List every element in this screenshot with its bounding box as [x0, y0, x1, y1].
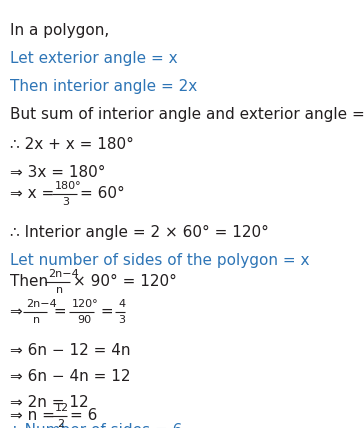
- Text: =: =: [96, 304, 118, 319]
- Text: But sum of interior angle and exterior angle = 180°: But sum of interior angle and exterior a…: [10, 107, 364, 122]
- Text: ⇒ 6n − 12 = 4n: ⇒ 6n − 12 = 4n: [10, 343, 131, 358]
- Text: Then interior angle = 2x: Then interior angle = 2x: [10, 79, 197, 94]
- Text: 3: 3: [62, 197, 70, 207]
- Text: = 6: = 6: [70, 408, 97, 423]
- Text: ⇒: ⇒: [10, 304, 28, 319]
- Text: 180°: 180°: [55, 181, 82, 191]
- Text: ⇒ n =: ⇒ n =: [10, 408, 60, 423]
- Text: n: n: [33, 315, 40, 325]
- Text: ⇒ x =: ⇒ x =: [10, 186, 59, 201]
- Text: In a polygon,: In a polygon,: [10, 23, 109, 38]
- Text: ∴ 2x + x = 180°: ∴ 2x + x = 180°: [10, 137, 134, 152]
- Text: 3: 3: [118, 315, 125, 325]
- Text: × 90° = 120°: × 90° = 120°: [73, 274, 177, 289]
- Text: 90: 90: [77, 315, 91, 325]
- Text: Let number of sides of the polygon = x: Let number of sides of the polygon = x: [10, 253, 309, 268]
- Text: = 60°: = 60°: [80, 186, 124, 201]
- Text: n: n: [56, 285, 63, 295]
- Text: 12: 12: [55, 403, 69, 413]
- Text: =: =: [50, 304, 72, 319]
- Text: 120°: 120°: [72, 299, 99, 309]
- Text: 2n−4: 2n−4: [48, 269, 79, 279]
- Text: 2n−4: 2n−4: [25, 299, 56, 309]
- Text: 4: 4: [118, 299, 125, 309]
- Text: ⇒ 6n − 4n = 12: ⇒ 6n − 4n = 12: [10, 369, 131, 384]
- Text: Let exterior angle = x: Let exterior angle = x: [10, 51, 178, 66]
- Text: ∴ Interior angle = 2 × 60° = 120°: ∴ Interior angle = 2 × 60° = 120°: [10, 225, 269, 240]
- Text: ⇒ 3x = 180°: ⇒ 3x = 180°: [10, 165, 106, 180]
- Text: Then: Then: [10, 274, 53, 289]
- Text: ⇒ 2n = 12: ⇒ 2n = 12: [10, 395, 88, 410]
- Text: ∴ Number of sides = 6: ∴ Number of sides = 6: [10, 423, 182, 428]
- Text: 2: 2: [58, 419, 64, 428]
